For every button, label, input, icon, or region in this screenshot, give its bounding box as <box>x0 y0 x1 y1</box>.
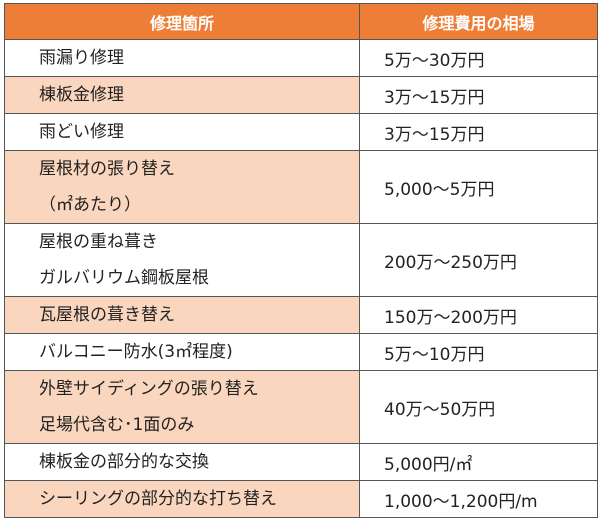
header-repair-area: 修理箇所 <box>4 3 360 40</box>
table-row: シーリングの部分的な打ち替え 1,000〜1,200円/m <box>4 480 598 518</box>
repair-area-cell: 屋根材の張り替え （㎡あたり） <box>4 150 360 224</box>
table-row: 屋根材の張り替え （㎡あたり） 5,000〜5万円 <box>4 150 598 224</box>
table-row: 雨どい修理 3万〜15万円 <box>4 113 598 151</box>
repair-cost-cell: 5万〜30万円 <box>359 39 598 77</box>
repair-area-note: 足場代含む･1面のみ <box>39 415 195 435</box>
repair-cost-cell: 5,000円/㎡ <box>359 443 598 481</box>
table-row: 瓦屋根の葺き替え 150万〜200万円 <box>4 296 598 334</box>
table-row: 外壁サイディングの張り替え 足場代含む･1面のみ 40万〜50万円 <box>4 370 598 444</box>
table-row: 棟板金の部分的な交換 5,000円/㎡ <box>4 443 598 481</box>
repair-cost-cell: 3万〜15万円 <box>359 76 598 114</box>
repair-area-cell: 瓦屋根の葺き替え <box>4 296 360 334</box>
repair-area-text: シーリングの部分的な打ち替え <box>39 489 277 509</box>
table-row: 棟板金修理 3万〜15万円 <box>4 76 598 114</box>
repair-area-cell: 雨どい修理 <box>4 113 360 151</box>
table-row: 雨漏り修理 5万〜30万円 <box>4 39 598 77</box>
repair-area-cell: 屋根の重ね葺き ガルバリウム鋼板屋根 <box>4 223 360 297</box>
repair-area-note: ガルバリウム鋼板屋根 <box>39 268 209 288</box>
repair-area-cell: 棟板金修理 <box>4 76 360 114</box>
repair-area-cell: シーリングの部分的な打ち替え <box>4 480 360 518</box>
table-row: 屋根の重ね葺き ガルバリウム鋼板屋根 200万〜250万円 <box>4 223 598 297</box>
repair-area-text: 屋根の重ね葺き <box>39 232 158 252</box>
repair-cost-cell: 200万〜250万円 <box>359 223 598 297</box>
repair-cost-cell: 40万〜50万円 <box>359 370 598 444</box>
repair-area-note: （㎡あたり） <box>39 195 141 215</box>
repair-area-text: 雨どい修理 <box>39 122 124 142</box>
repair-cost-table: 修理箇所 修理費用の相場 雨漏り修理 5万〜30万円 棟板金修理 3万〜15万円… <box>4 3 598 518</box>
repair-area-text: バルコニー防水(3㎡程度) <box>39 342 233 362</box>
repair-area-cell: 外壁サイディングの張り替え 足場代含む･1面のみ <box>4 370 360 444</box>
header-repair-cost: 修理費用の相場 <box>359 3 598 40</box>
repair-area-text: 棟板金の部分的な交換 <box>39 452 209 472</box>
repair-cost-cell: 5万〜10万円 <box>359 333 598 371</box>
repair-cost-cell: 5,000〜5万円 <box>359 150 598 224</box>
repair-area-cell: 雨漏り修理 <box>4 39 360 77</box>
repair-area-cell: 棟板金の部分的な交換 <box>4 443 360 481</box>
repair-cost-cell: 3万〜15万円 <box>359 113 598 151</box>
repair-area-text: 瓦屋根の葺き替え <box>39 305 175 325</box>
repair-area-text: 外壁サイディングの張り替え <box>39 379 259 399</box>
repair-cost-cell: 1,000〜1,200円/m <box>359 480 598 518</box>
table-header-row: 修理箇所 修理費用の相場 <box>4 3 598 40</box>
repair-area-text: 雨漏り修理 <box>39 48 124 68</box>
repair-area-cell: バルコニー防水(3㎡程度) <box>4 333 360 371</box>
table-row: バルコニー防水(3㎡程度) 5万〜10万円 <box>4 333 598 371</box>
repair-cost-cell: 150万〜200万円 <box>359 296 598 334</box>
repair-area-text: 棟板金修理 <box>39 85 124 105</box>
repair-area-text: 屋根材の張り替え <box>39 159 175 179</box>
